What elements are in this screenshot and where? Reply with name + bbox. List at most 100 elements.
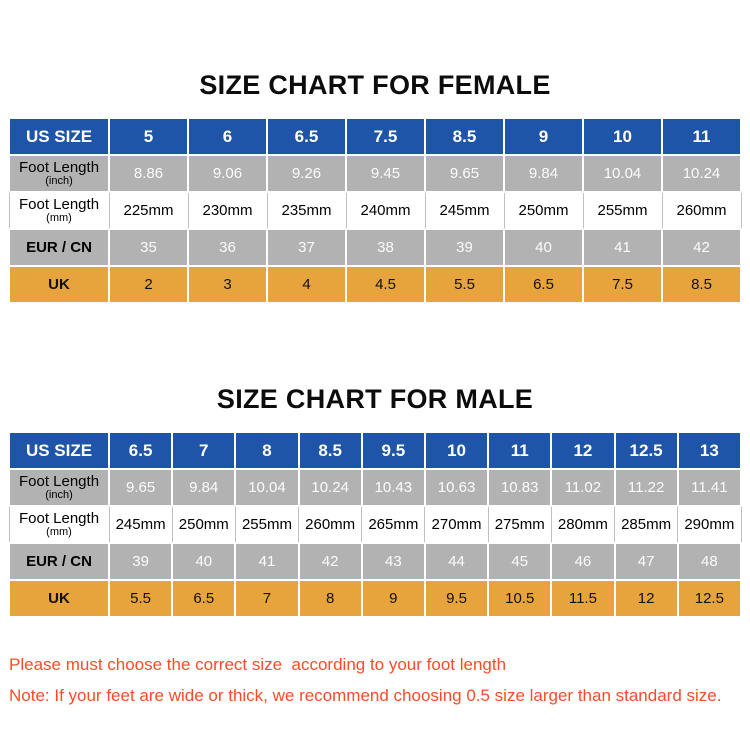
size-value-cell: 45	[487, 542, 553, 582]
row-label: Foot Length (mm)	[8, 505, 110, 544]
size-value-cell: 11.02	[550, 468, 616, 508]
size-value-cell: 9.5	[360, 431, 426, 471]
size-value-cell: 40	[503, 228, 584, 268]
size-value-cell: 44	[423, 542, 490, 582]
size-value-cell: 9.65	[107, 468, 174, 508]
size-value-cell: 9.5	[423, 579, 490, 619]
size-value-cell: 260mm	[661, 191, 742, 230]
row-label: UK	[8, 265, 110, 305]
size-value-cell: 9.84	[503, 154, 584, 194]
female-size-chart-section: SIZE CHART FOR FEMALE US SIZE 5 6 6.5 7.5 8.5…	[8, 0, 742, 305]
female-chart-title: SIZE CHART FOR FEMALE	[199, 70, 551, 100]
size-value-cell: 6.5	[171, 579, 237, 619]
size-value-cell: 9.45	[345, 154, 426, 194]
size-value-cell: 240mm	[345, 191, 426, 230]
row-label: EUR / CN	[8, 228, 110, 268]
size-value-cell: 7	[234, 579, 300, 619]
male-size-chart-section: SIZE CHART FOR MALE US SIZE 6.5 7 8 8.5 9.5 10…	[8, 304, 743, 619]
size-value-cell: 42	[297, 542, 363, 582]
size-value-cell: 11	[487, 431, 553, 471]
size-value-cell: 245mm	[424, 191, 505, 230]
size-value-cell: 38	[345, 228, 426, 268]
size-value-cell: 255mm	[234, 505, 300, 544]
size-value-cell: 8	[297, 579, 363, 619]
size-value-cell: 41	[234, 542, 300, 582]
table-row-eur-cn: EUR / CN 39 40 41 42 43 44 45 46 47 48	[8, 542, 743, 582]
male-size-table: US SIZE 6.5 7 8 8.5 9.5 10 11 12 12.5 13 Foot Lengt…	[8, 431, 743, 619]
size-value-cell: 12	[550, 431, 616, 471]
size-value-cell: 9.84	[171, 468, 237, 508]
size-value-cell: 9.06	[187, 154, 268, 194]
table-row-us-size: US SIZE 5 6 6.5 7.5 8.5 9 10 11	[8, 117, 742, 157]
size-value-cell: 225mm	[108, 191, 189, 230]
row-label: US SIZE	[8, 117, 110, 157]
size-value-cell: 10.24	[297, 468, 363, 508]
row-label: Foot Length (inch)	[8, 468, 110, 508]
size-value-cell: 5.5	[107, 579, 174, 619]
size-value-cell: 47	[613, 542, 679, 582]
size-value-cell: 10.04	[234, 468, 300, 508]
size-value-cell: 43	[360, 542, 426, 582]
size-value-cell: 6.5	[107, 431, 174, 471]
table-row-foot-length: Foot Length (inch) 9.65 9.84 10.04 10.24 10.43…	[8, 468, 743, 508]
size-value-cell: 250mm	[171, 505, 236, 544]
size-value-cell: 6.5	[503, 265, 584, 305]
size-value-cell: 9.65	[424, 154, 505, 194]
size-value-cell: 4	[266, 265, 347, 305]
size-value-cell: 285mm	[613, 505, 679, 544]
size-value-cell: 36	[187, 228, 268, 268]
size-value-cell: 260mm	[298, 505, 363, 544]
size-value-cell: 11.22	[613, 468, 679, 508]
size-value-cell: 7.5	[582, 265, 663, 305]
size-value-cell: 235mm	[266, 191, 347, 230]
size-value-cell: 48	[676, 542, 743, 582]
size-value-cell: 7.5	[345, 117, 426, 157]
size-value-cell: 10.5	[487, 579, 553, 619]
row-label: UK	[8, 579, 110, 619]
table-row-foot-length: Foot Length (inch) 8.86 9.06 9.26 9.45 9.65 9.8…	[8, 154, 742, 194]
size-value-cell: 9	[503, 117, 584, 157]
size-value-cell: 5.5	[424, 265, 505, 305]
table-row-eur-cn: EUR / CN 35 36 37 38 39 40 41 42	[8, 228, 742, 268]
table-row-uk: UK 2 3 4 4.5 5.5 6.5 7.5 8.5	[8, 265, 742, 305]
size-value-cell: 10	[423, 431, 490, 471]
size-value-cell: 10	[582, 117, 663, 157]
size-value-cell: 13	[676, 431, 743, 471]
size-value-cell: 265mm	[361, 505, 426, 544]
size-value-cell: 10.43	[360, 468, 426, 508]
size-value-cell: 8.5	[424, 117, 505, 157]
size-value-cell: 12.5	[676, 579, 743, 619]
size-value-cell: 4.5	[345, 265, 426, 305]
size-value-cell: 290mm	[677, 505, 742, 544]
table-row-uk: UK 5.5 6.5 7 8 9 9.5 10.5 11.5 12 12.5	[8, 579, 743, 619]
size-value-cell: 39	[424, 228, 505, 268]
footer-notes: Please must choose the correct size acco…	[9, 654, 741, 707]
size-value-cell: 9.26	[266, 154, 347, 194]
size-value-cell: 9	[360, 579, 426, 619]
size-value-cell: 11.41	[676, 468, 743, 508]
note-choose-correct-size: Please must choose the correct size acco…	[9, 655, 507, 675]
size-chart-infographic: SIZE CHART FOR FEMALE US SIZE 5 6 6.5 7.5 8.5…	[8, 0, 743, 707]
row-label: EUR / CN	[8, 542, 110, 582]
table-row-foot-length: Foot Length (mm) 245mm 250mm 255mm 260mm 265mm…	[8, 505, 742, 544]
size-value-cell: 10.24	[661, 154, 742, 194]
size-value-cell: 11	[661, 117, 742, 157]
size-value-cell: 10.04	[582, 154, 663, 194]
size-value-cell: 230mm	[187, 191, 268, 230]
size-value-cell: 280mm	[550, 505, 616, 544]
female-size-table: US SIZE 5 6 6.5 7.5 8.5 9 10 11 Foot Length (inch)…	[8, 117, 742, 305]
size-value-cell: 10.63	[423, 468, 490, 508]
size-value-cell: 37	[266, 228, 347, 268]
size-value-cell: 41	[582, 228, 663, 268]
size-value-cell: 2	[108, 265, 189, 305]
size-value-cell: 6.5	[266, 117, 347, 157]
size-value-cell: 245mm	[108, 505, 173, 544]
size-value-cell: 275mm	[487, 505, 552, 544]
size-value-cell: 39	[107, 542, 174, 582]
size-value-cell: 12	[613, 579, 679, 619]
size-value-cell: 8	[234, 431, 300, 471]
row-label: Foot Length (inch)	[8, 154, 110, 194]
male-chart-title: SIZE CHART FOR MALE	[216, 384, 534, 415]
size-value-cell: 10.83	[487, 468, 553, 508]
size-value-cell: 6	[187, 117, 268, 157]
